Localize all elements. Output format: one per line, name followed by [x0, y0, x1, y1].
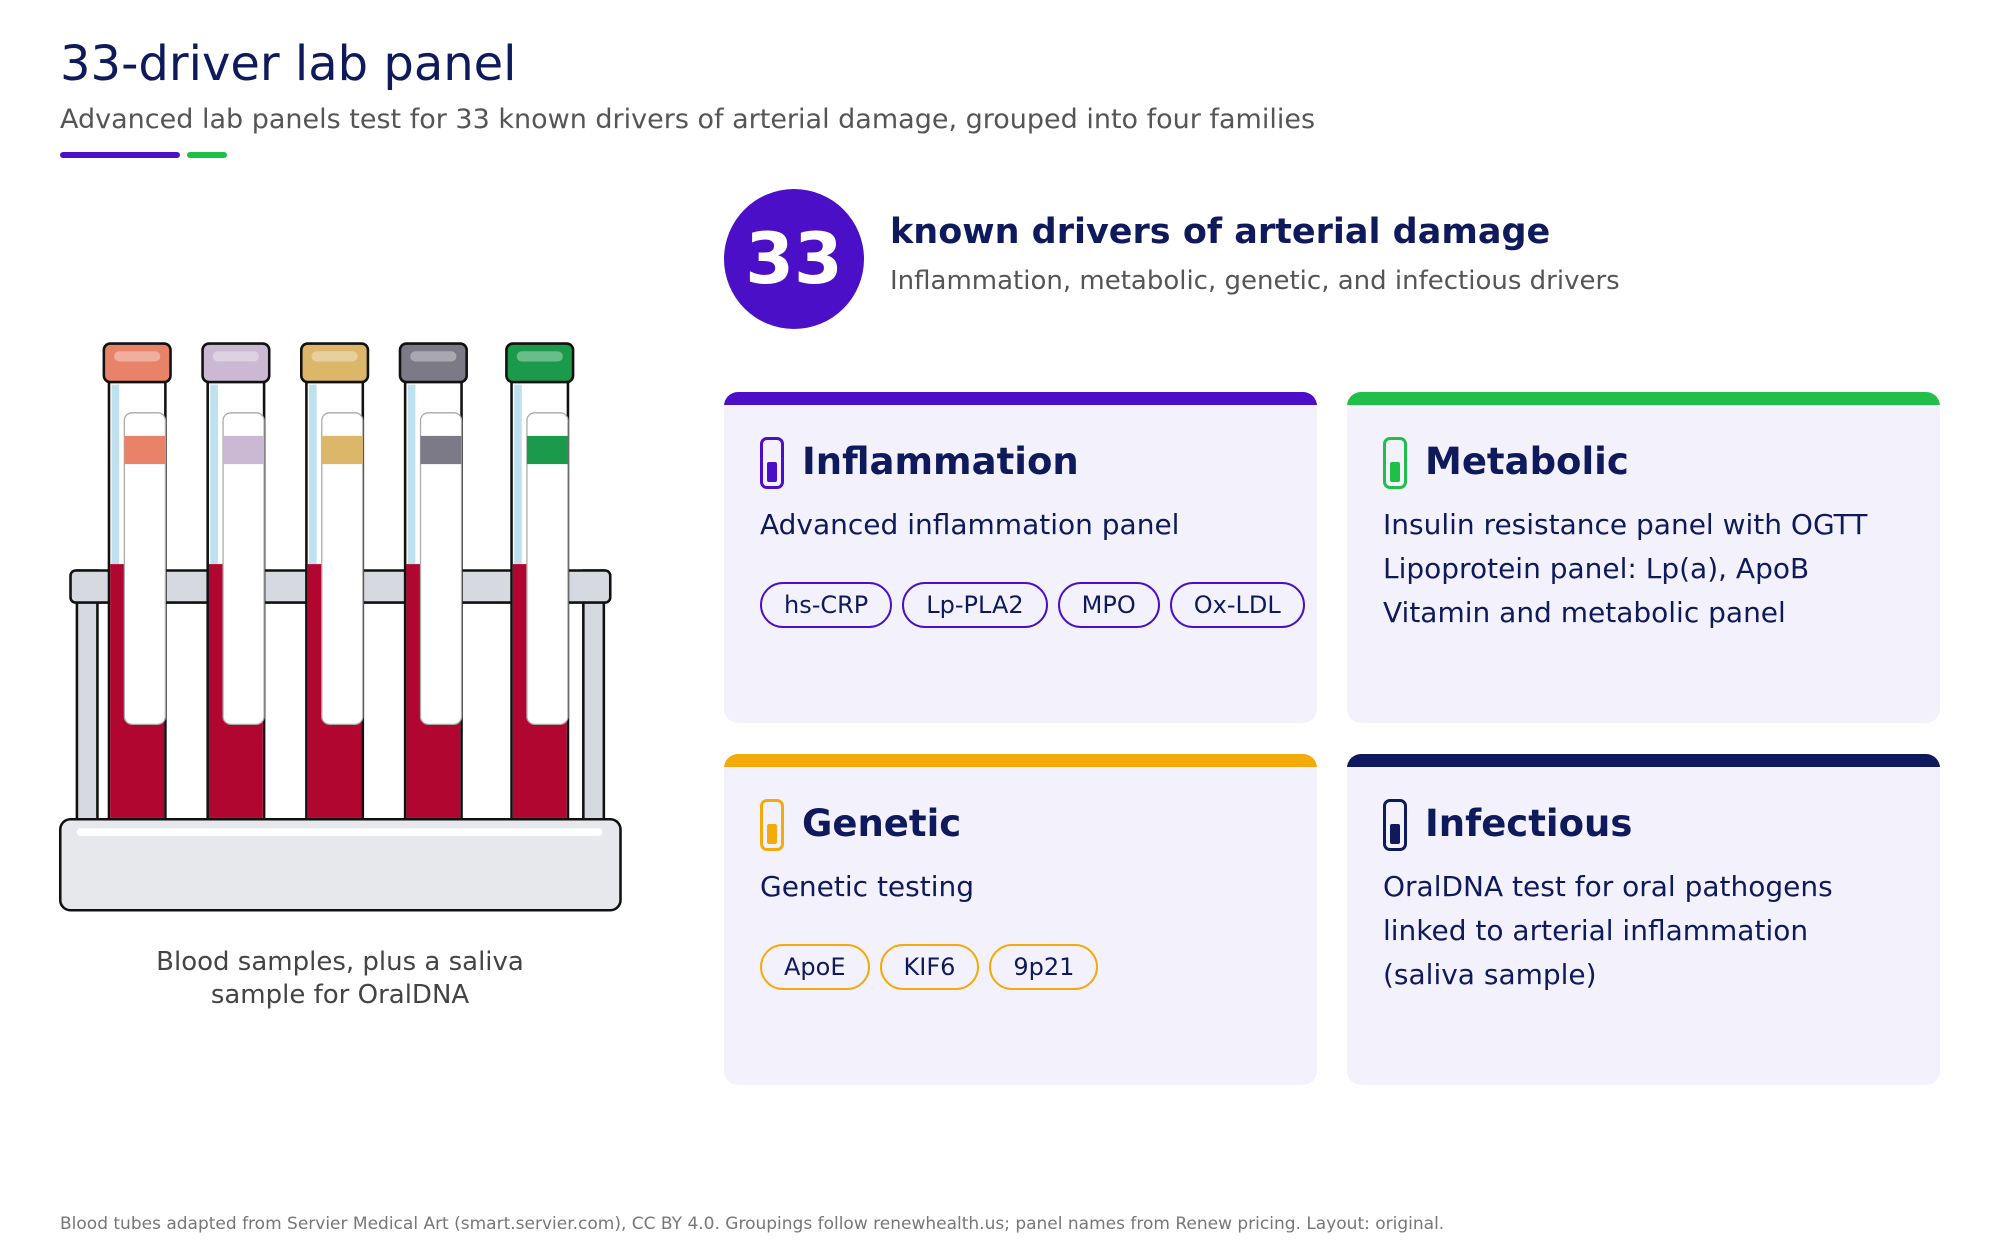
card-title: Inflammation — [802, 440, 1079, 483]
cap — [300, 342, 370, 384]
caption: Blood samples, plus a saliva sample for … — [140, 946, 540, 1012]
card-title: Infectious — [1425, 802, 1633, 845]
caption-line: sample for OralDNA — [210, 980, 470, 1010]
band — [124, 435, 166, 465]
tube-label — [526, 412, 569, 725]
cap-shine — [516, 351, 563, 362]
caption-line: Blood samples, plus a saliva — [156, 947, 524, 977]
tube-edge — [514, 384, 522, 565]
card-item: (saliva sample) — [1383, 958, 1597, 991]
tube-label — [419, 412, 463, 725]
card-icon-fill — [767, 824, 777, 844]
card-icon — [760, 799, 784, 851]
tube-label — [222, 412, 265, 725]
tag: KIF6 — [879, 944, 980, 990]
cap-shine — [410, 351, 457, 362]
tag: Ox-LDL — [1169, 582, 1305, 628]
accent-bar — [187, 152, 227, 158]
card-title: Metabolic — [1425, 440, 1629, 483]
card-icon — [760, 437, 784, 489]
tag-row: ApoE KIF6 9p21 — [760, 944, 1108, 990]
card-item: Insulin resistance panel with OGTT — [1383, 508, 1868, 541]
tag: hs-CRP — [760, 582, 893, 628]
card-item: Lipoprotein panel: Lp(a), ApoB — [1383, 552, 1810, 585]
card-item: linked to arterial inflammation — [1383, 914, 1809, 947]
card-accent — [724, 754, 1317, 767]
card-accent — [724, 392, 1317, 405]
card-icon-fill — [767, 462, 777, 482]
card-icon — [1383, 437, 1407, 489]
stat-number: 33 — [724, 189, 864, 329]
tag: MPO — [1057, 582, 1160, 628]
card-item: Vitamin and metabolic panel — [1383, 596, 1786, 629]
tag: Lp-PLA2 — [902, 582, 1048, 628]
stat-description: Inflammation, metabolic, genetic, and in… — [890, 266, 1620, 296]
tube-label — [321, 412, 364, 725]
card-item: Advanced inflammation panel — [760, 508, 1180, 541]
card: Inflammation Advanced inflammation panel h… — [724, 392, 1317, 723]
subtitle: Advanced lab panels test for 33 known dr… — [60, 104, 1316, 135]
rack-leg — [582, 569, 606, 829]
tube-label — [123, 412, 167, 725]
card-icon-fill — [1390, 462, 1400, 482]
card: Genetic Genetic testing ApoE KIF6 9p21 — [724, 754, 1317, 1085]
rack-base — [58, 817, 622, 912]
cap — [398, 342, 468, 384]
tube-edge — [308, 384, 317, 565]
tube-edge — [210, 384, 218, 565]
card-accent — [1347, 392, 1940, 405]
cap — [505, 342, 575, 384]
band — [321, 435, 363, 465]
stat-label: known drivers of arterial damage — [890, 212, 1551, 252]
rack-shine — [76, 828, 603, 836]
card-item: OralDNA test for oral pathogens — [1383, 870, 1833, 903]
accent-bar — [60, 152, 180, 158]
band — [420, 435, 462, 465]
card: Metabolic Insulin resistance panel with O… — [1347, 392, 1940, 723]
card-item: Genetic testing — [760, 870, 975, 903]
rack-leg — [75, 569, 99, 829]
cap — [201, 342, 271, 384]
tube-edge — [407, 384, 416, 565]
cap — [102, 342, 172, 384]
tag: ApoE — [760, 944, 870, 990]
cap-shine — [212, 351, 259, 362]
tag-row: hs-CRP Lp-PLA2 MPO Ox-LDL — [760, 582, 1315, 628]
card-accent — [1347, 754, 1940, 767]
tube-edge — [111, 384, 120, 565]
title: 33-driver lab panel — [60, 36, 517, 92]
footer-note: Blood tubes adapted from Servier Medical… — [60, 1214, 1445, 1234]
card-icon-fill — [1390, 824, 1400, 844]
card-title: Genetic — [802, 802, 962, 845]
card-icon — [1383, 799, 1407, 851]
card: Infectious OralDNA test for oral pathogen… — [1347, 754, 1940, 1085]
cap-shine — [311, 351, 358, 362]
cap-shine — [114, 351, 161, 362]
tag: 9p21 — [989, 944, 1099, 990]
band — [223, 435, 265, 465]
band — [526, 435, 568, 465]
